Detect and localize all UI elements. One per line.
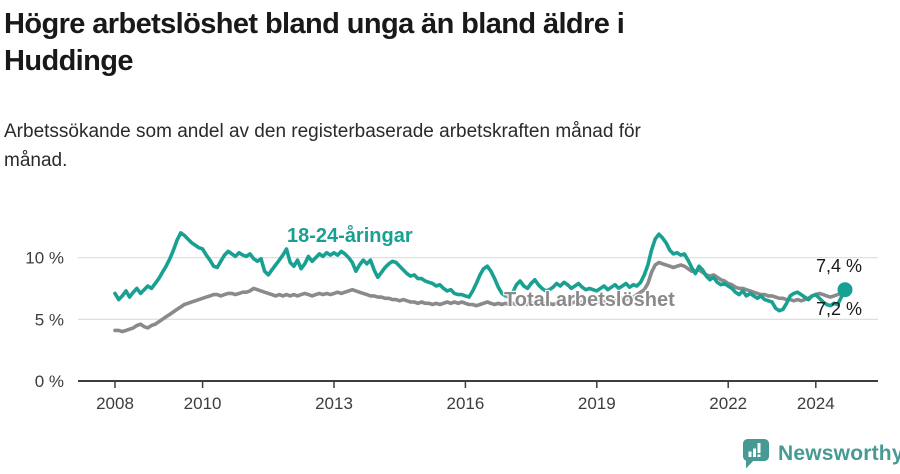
y-axis-tick-label: 10 %	[25, 249, 64, 268]
chart-subtitle-line1: Arbetssökande som andel av den registerb…	[4, 121, 641, 142]
newsworthy-chart-bubble-icon	[743, 439, 769, 469]
series-line-total	[113, 260, 847, 334]
series-line-young	[113, 231, 847, 313]
y-axis-tick-label: 0 %	[35, 372, 64, 391]
newsworthy-wordmark: Newsworthy	[778, 442, 900, 465]
page-title-line2: Huddinge	[4, 45, 134, 77]
x-axis-tick-label: 2008	[96, 394, 134, 413]
page-title: Högre arbetslöshet bland unga än bland ä…	[4, 6, 834, 80]
x-axis-tick-label: 2016	[446, 394, 484, 413]
newsworthy-logo[interactable]: Newsworthy	[740, 438, 900, 470]
series-end-dot-young	[837, 282, 853, 298]
chart-subtitle-line2: månad.	[4, 150, 68, 171]
x-axis-tick-label: 2022	[709, 394, 747, 413]
y-axis-tick-label: 5 %	[35, 310, 64, 329]
x-axis-tick-label: 2019	[578, 394, 616, 413]
x-axis-tick-label: 2013	[315, 394, 353, 413]
x-axis-tick-label: 2024	[797, 394, 835, 413]
end-value-label-young: 7,4 %	[816, 256, 863, 276]
series-label-young: 18-24-åringar	[287, 225, 413, 247]
chart-subtitle: Arbetssökande som andel av den registerb…	[4, 117, 784, 175]
series-label-total: Total arbetslöshet	[504, 289, 675, 311]
page-title-line1: Högre arbetslöshet bland unga än bland ä…	[4, 8, 625, 40]
end-value-label-total: 7,2 %	[816, 299, 863, 319]
x-axis-tick-label: 2010	[184, 394, 222, 413]
